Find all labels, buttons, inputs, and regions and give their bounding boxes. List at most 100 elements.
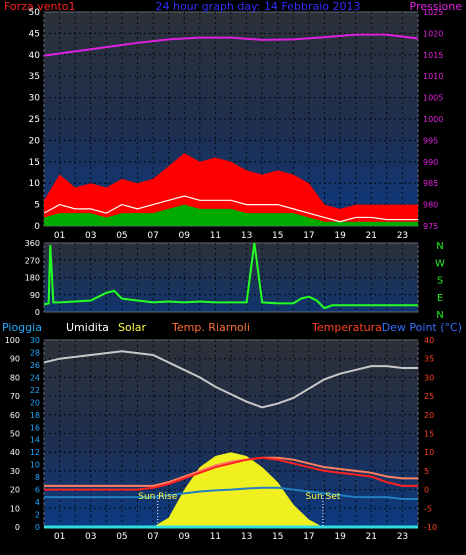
rain-y-tick: 14 — [30, 436, 40, 445]
temp-box-line — [44, 456, 418, 487]
humidity-label: Umidita — [66, 321, 109, 334]
temperature-x-tick: 05 — [116, 532, 127, 542]
wind-x-tick: 03 — [85, 231, 96, 241]
wind-x-tick: 01 — [54, 231, 65, 241]
temperature-x-tick: 23 — [397, 532, 408, 542]
wind-gust-area — [44, 153, 418, 226]
pressure-y-tick: 1005 — [423, 94, 443, 103]
temp-box-label: Temp. Riarnoli — [171, 321, 250, 334]
humidity-y-tick: 0 — [15, 523, 20, 532]
wind-y-tick: 15 — [29, 158, 40, 168]
rain-y-tick: 6 — [35, 486, 40, 495]
humidity-y-tick: 90 — [10, 355, 20, 364]
wind-x-tick: 19 — [334, 231, 346, 241]
temperature-label: Temperatura — [311, 321, 382, 334]
rain-y-tick: 8 — [35, 473, 40, 482]
temperature-line — [44, 456, 418, 491]
rain-y-tick: 0 — [35, 523, 40, 532]
wind-x-tick: 09 — [179, 231, 191, 241]
rain-y-tick: 10 — [30, 461, 40, 470]
temperature-y-tick: 0 — [424, 486, 429, 495]
rain-y-tick: 28 — [30, 348, 40, 357]
direction-line — [43, 242, 418, 310]
temperature-y-tick: 10 — [424, 448, 434, 457]
direction-letter: W — [435, 258, 445, 269]
solar-label: Solar — [118, 321, 147, 334]
humidity-y-tick: 70 — [10, 392, 20, 401]
wind-x-tick: 07 — [147, 231, 158, 241]
pressure-y-tick: 985 — [423, 179, 438, 188]
pressure-y-tick: 975 — [423, 222, 438, 231]
temperature-x-tick: 11 — [210, 532, 221, 542]
wind-y-tick: 50 — [29, 8, 41, 18]
wind-y-tick: 40 — [29, 51, 41, 61]
temperature-x-tick: 17 — [303, 532, 314, 542]
pressure-y-tick: 990 — [423, 158, 438, 167]
pressure-line — [43, 33, 419, 57]
wind-x-tick: 21 — [366, 231, 377, 241]
pressure-y-tick: 1020 — [423, 29, 443, 38]
wind-y-tick: 35 — [29, 72, 40, 82]
dew-point-label: Dew Point (°C) — [382, 321, 462, 334]
temperature-y-tick: 35 — [424, 355, 434, 364]
pressure-y-tick: 1000 — [423, 115, 443, 124]
temperature-y-tick: -10 — [424, 523, 437, 532]
rain-y-tick: 20 — [30, 398, 40, 407]
humidity-y-tick: 60 — [10, 411, 20, 420]
wind-x-tick: 13 — [241, 231, 252, 241]
wind-x-tick: 05 — [116, 231, 127, 241]
rain-y-tick: 22 — [30, 386, 40, 395]
humidity-y-tick: 80 — [10, 373, 20, 382]
pressure-y-tick: 995 — [423, 136, 438, 145]
temperature-x-tick: 19 — [334, 532, 346, 542]
wind-y-tick: 30 — [29, 94, 41, 104]
wind-x-tick: 17 — [303, 231, 314, 241]
temperature-y-tick: 40 — [424, 336, 434, 345]
wind-y-tick: 10 — [29, 179, 41, 189]
wind-y-tick: 45 — [29, 29, 40, 39]
temperature-x-tick: 21 — [366, 532, 377, 542]
direction-y-tick: 270 — [25, 256, 40, 265]
wind-y-tick: 20 — [29, 136, 41, 146]
direction-letter: E — [437, 293, 443, 304]
wind-y-tick: 0 — [34, 222, 40, 232]
temperature-x-tick: 13 — [241, 532, 252, 542]
wind-average-line — [43, 195, 418, 223]
temperature-y-tick: 20 — [424, 411, 434, 420]
temperature-x-tick: 09 — [179, 532, 191, 542]
rain-y-tick: 4 — [35, 498, 40, 507]
temperature-y-tick: 5 — [424, 467, 429, 476]
humidity-line — [43, 350, 418, 409]
pressure-label: Pressione — [410, 0, 463, 13]
wind-speed-area — [44, 204, 418, 226]
rain-y-tick: 18 — [30, 411, 40, 420]
temperature-y-tick: -5 — [424, 504, 432, 513]
chart-title: 24 hour graph day: 14 Febbraio 2013 — [155, 0, 360, 13]
direction-letter: N — [436, 241, 443, 252]
humidity-y-tick: 30 — [10, 467, 20, 476]
dew-point-line — [44, 486, 418, 500]
temperature-y-tick: 25 — [424, 392, 434, 401]
wind-x-tick: 15 — [272, 231, 283, 241]
temperature-x-tick: 01 — [54, 532, 65, 542]
sunset-label: Sun Set — [306, 492, 341, 502]
rain-y-tick: 30 — [30, 336, 40, 345]
wind-label: Forza vento1 — [4, 0, 76, 13]
temperature-x-tick: 07 — [147, 532, 158, 542]
humidity-y-tick: 10 — [10, 504, 20, 513]
wind-y-tick: 25 — [29, 115, 40, 125]
temperature-y-tick: 30 — [424, 373, 434, 382]
direction-y-tick: 0 — [35, 308, 40, 317]
rain-y-tick: 2 — [35, 511, 40, 520]
pressure-y-tick: 980 — [423, 201, 438, 210]
humidity-y-tick: 20 — [10, 486, 20, 495]
pressure-y-tick: 1010 — [423, 72, 443, 81]
rain-y-tick: 24 — [30, 373, 40, 382]
humidity-y-tick: 40 — [10, 448, 20, 457]
rain-y-tick: 16 — [30, 423, 40, 432]
wind-x-tick: 23 — [397, 231, 408, 241]
humidity-y-tick: 100 — [5, 336, 20, 345]
direction-y-tick: 90 — [30, 291, 40, 300]
